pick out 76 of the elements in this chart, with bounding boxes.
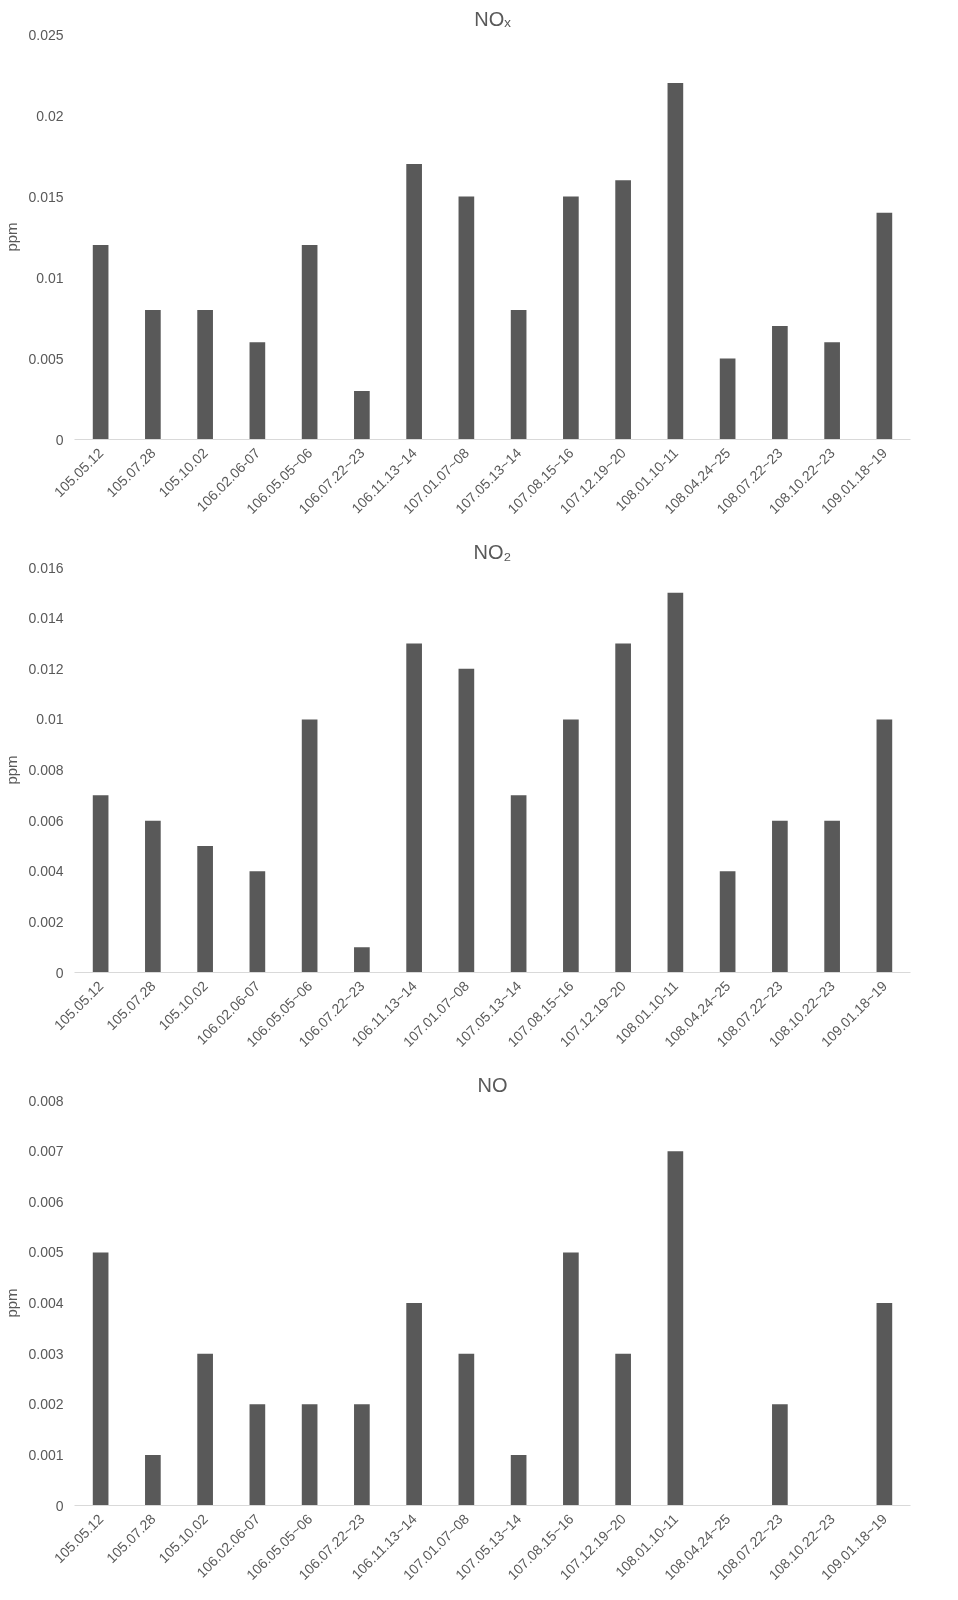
bar bbox=[92, 245, 109, 440]
bar bbox=[667, 1151, 684, 1506]
y-tick-label: 0.014 bbox=[28, 610, 64, 627]
bar bbox=[824, 342, 840, 440]
bar bbox=[406, 1303, 422, 1506]
bar bbox=[615, 180, 631, 440]
y-tick-label: 0.002 bbox=[28, 913, 64, 930]
chart-title: NO bbox=[477, 1073, 508, 1096]
y-axis-title: ppm bbox=[3, 222, 21, 252]
y-tick-label: 0.007 bbox=[28, 1143, 64, 1160]
y-tick-label: 0 bbox=[55, 964, 64, 981]
y-tick-label: 0.006 bbox=[28, 1193, 64, 1210]
bar bbox=[876, 1303, 893, 1506]
bar bbox=[145, 309, 161, 440]
bar bbox=[824, 820, 840, 973]
bar bbox=[772, 326, 788, 440]
y-tick-label: 0.004 bbox=[28, 863, 64, 880]
bar bbox=[563, 196, 579, 440]
bar bbox=[145, 820, 161, 973]
bar bbox=[458, 196, 475, 440]
bar bbox=[615, 643, 631, 973]
bar bbox=[615, 1353, 631, 1506]
y-tick-label: 0.002 bbox=[28, 1396, 64, 1413]
bar bbox=[667, 83, 684, 440]
chart-title: NOₓ bbox=[474, 7, 512, 30]
y-tick-label: 0.015 bbox=[28, 188, 64, 205]
bar bbox=[719, 358, 736, 440]
bar bbox=[563, 1252, 579, 1506]
bar bbox=[301, 719, 318, 973]
bar bbox=[249, 1404, 266, 1506]
bar bbox=[563, 719, 579, 973]
bar bbox=[458, 668, 475, 973]
bar bbox=[719, 871, 736, 973]
y-tick-label: 0.01 bbox=[36, 269, 64, 286]
y-tick-label: 0.008 bbox=[28, 762, 64, 778]
bar bbox=[92, 795, 109, 973]
bar bbox=[249, 342, 266, 440]
y-tick-label: 0.01 bbox=[36, 711, 64, 728]
bar bbox=[354, 947, 370, 973]
y-tick-label: 0.004 bbox=[28, 1295, 64, 1311]
bar bbox=[406, 164, 422, 440]
y-tick-label: 0.005 bbox=[28, 1244, 64, 1261]
y-tick-label: 0.016 bbox=[28, 559, 64, 576]
bar bbox=[354, 390, 370, 440]
bar bbox=[458, 1353, 475, 1506]
bar bbox=[772, 1404, 788, 1506]
bar bbox=[772, 820, 788, 973]
y-tick-label: 0.008 bbox=[28, 1092, 64, 1109]
bar bbox=[92, 1252, 109, 1506]
bar bbox=[145, 1454, 161, 1506]
y-tick-label: 0.003 bbox=[28, 1345, 64, 1362]
y-tick-label: 0.02 bbox=[36, 107, 64, 124]
bar bbox=[301, 245, 318, 440]
bar bbox=[510, 795, 527, 973]
bar bbox=[301, 1404, 318, 1506]
bar bbox=[406, 643, 422, 973]
bar bbox=[510, 309, 527, 440]
bar bbox=[876, 212, 893, 440]
bar bbox=[510, 1454, 527, 1506]
y-tick-label: 0.001 bbox=[28, 1446, 64, 1463]
y-axis-title: ppm bbox=[3, 1288, 21, 1318]
y-tick-label: 0 bbox=[55, 1497, 64, 1514]
bar bbox=[876, 719, 893, 973]
bar bbox=[197, 309, 213, 440]
y-tick-label: 0 bbox=[55, 431, 64, 448]
bar bbox=[197, 1353, 213, 1506]
bar bbox=[249, 871, 266, 973]
y-tick-label: 0.012 bbox=[28, 660, 64, 677]
bar bbox=[354, 1404, 370, 1506]
bar bbox=[667, 592, 684, 973]
chart-title: NO₂ bbox=[473, 540, 512, 563]
y-tick-label: 0.025 bbox=[28, 26, 64, 43]
y-tick-label: 0.005 bbox=[28, 350, 64, 367]
y-axis-title: ppm bbox=[3, 755, 21, 785]
bar bbox=[197, 845, 213, 973]
y-tick-label: 0.006 bbox=[28, 812, 64, 829]
